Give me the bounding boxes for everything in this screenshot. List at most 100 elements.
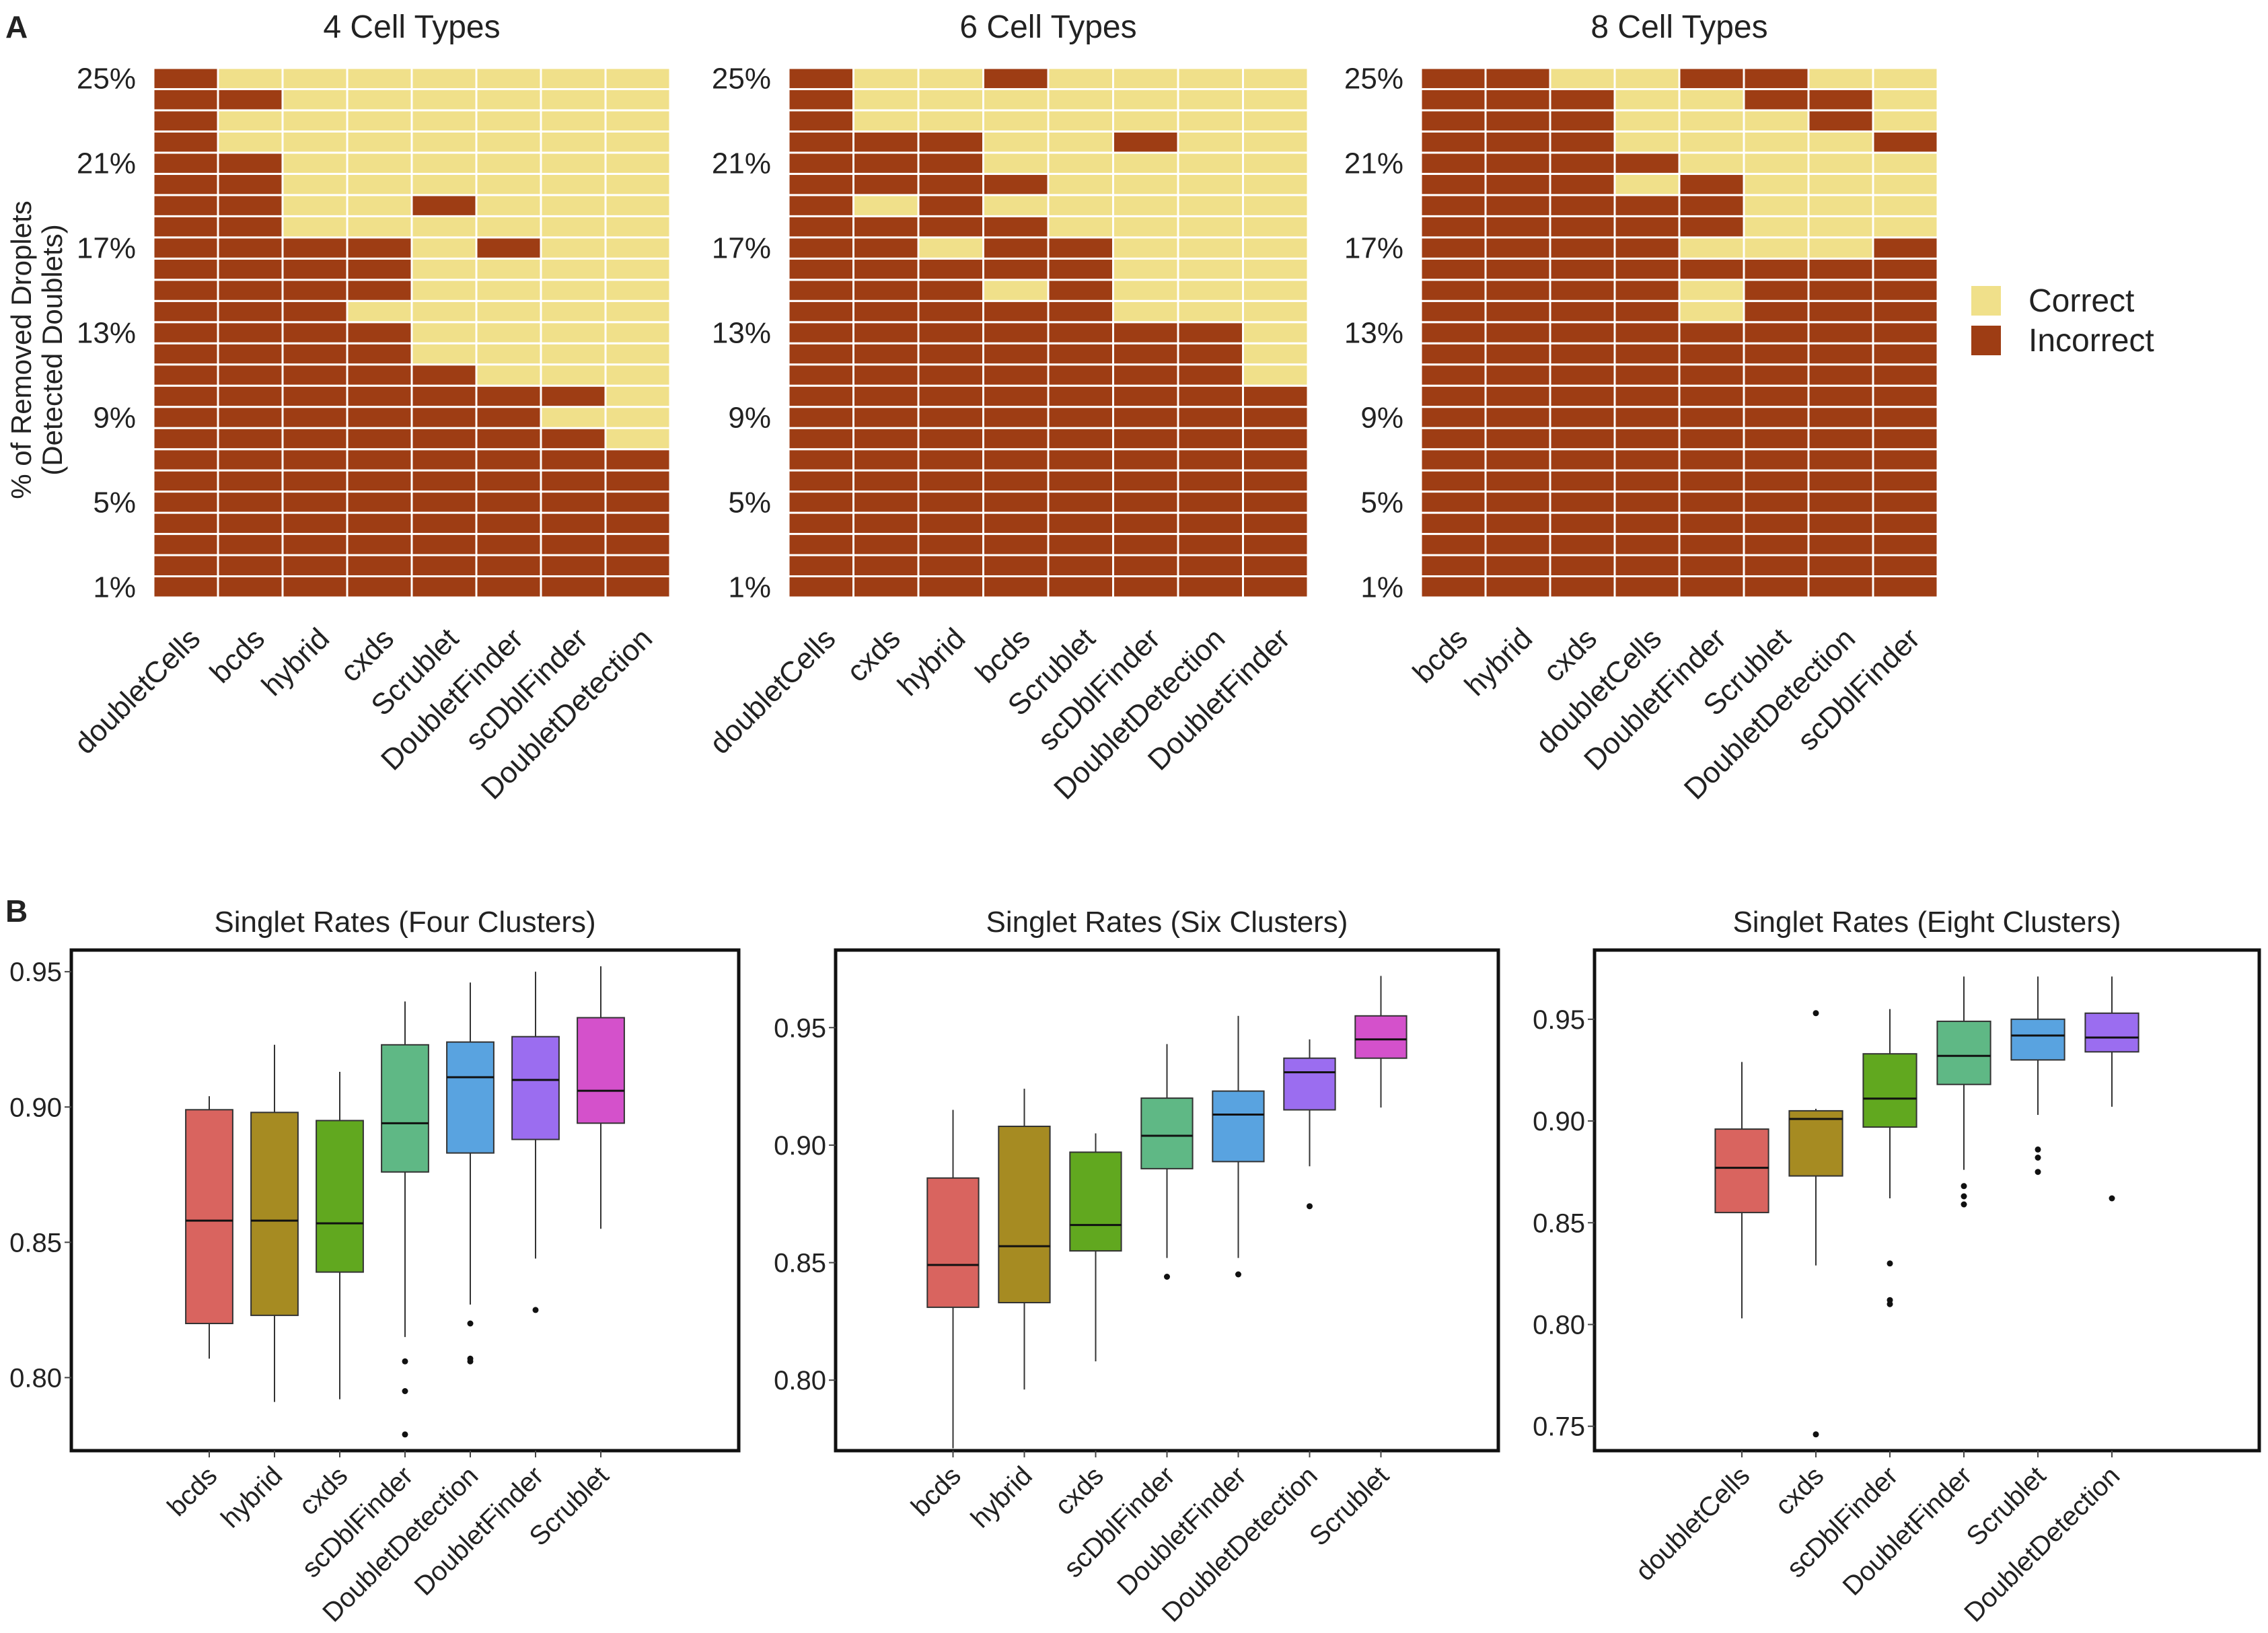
heatmap-cell [787, 151, 854, 175]
heatmap-cell [1872, 427, 1939, 451]
heatmap-cell [1743, 151, 1810, 175]
heatmap-cell [1678, 321, 1745, 344]
heatmap-cell [217, 533, 284, 556]
heatmap-cell [1047, 533, 1114, 556]
heatmap-cell [1047, 299, 1114, 324]
heatmap-cell [1549, 342, 1616, 366]
heatmap-cell [1743, 194, 1810, 217]
heatmap-cell [1678, 533, 1745, 556]
heatmap-cell [1807, 172, 1874, 196]
heatmap-cell [346, 491, 413, 514]
heatmap-cell [1484, 363, 1551, 387]
heatmap-cell [540, 491, 607, 514]
heatmap-cell [1743, 533, 1810, 556]
heatmap-cell [1807, 554, 1874, 578]
heatmap-cell [1743, 172, 1810, 196]
heatmap-cell [917, 172, 984, 196]
heatmap-cell [1613, 87, 1681, 112]
heatmap-cell [1872, 363, 1939, 387]
chart-title: Singlet Rates (Six Clusters) [986, 906, 1348, 939]
heatmap-cell [1678, 215, 1745, 239]
heatmap-cell [475, 448, 542, 472]
heatmap-cell [604, 109, 671, 133]
heatmap-cell [1743, 299, 1810, 324]
chart-title: 6 Cell Types [959, 9, 1136, 45]
heatmap-cell [787, 342, 854, 366]
heatmap-cell [982, 109, 1050, 133]
heatmap-cell [346, 469, 413, 493]
y-tick-label: 1% [728, 571, 771, 604]
heatmap-cell [1047, 172, 1114, 196]
heatmap-cell [1047, 406, 1114, 429]
heatmap-cell [410, 279, 478, 302]
heatmap-cell [852, 363, 920, 387]
heatmap-cell [1678, 299, 1745, 324]
heatmap-cell [1420, 87, 1487, 112]
heatmap-cell [281, 236, 349, 260]
heatmap-cell [475, 342, 542, 366]
y-tick-label: 13% [712, 317, 771, 350]
heatmap-cell [1242, 469, 1309, 493]
heatmap-cell [1177, 279, 1244, 302]
heatmap-cell [787, 215, 854, 239]
panel-b-label: B [5, 894, 28, 929]
y-tick-label: 9% [728, 401, 771, 434]
heatmap-cell [982, 151, 1050, 175]
y-tick-label: 21% [1344, 147, 1403, 180]
heatmap-cell [475, 215, 542, 239]
heatmap-cell [1549, 427, 1616, 451]
heatmap-cell [152, 384, 219, 408]
heatmap-cell [604, 448, 671, 472]
heatmap-cell [281, 448, 349, 472]
y-tick-label: 5% [93, 486, 136, 519]
outlier-point [1235, 1271, 1241, 1278]
heatmap-y-axis-title: % of Removed Droplets (Detected Doublets… [5, 201, 68, 499]
heatmap-cell [346, 511, 413, 536]
heatmap-cell [1678, 511, 1745, 536]
heatmap-cell [346, 448, 413, 472]
heatmap-cell [410, 575, 478, 599]
heatmap-cell [1807, 194, 1874, 217]
heatmap-cell [1807, 67, 1874, 90]
heatmap-cell [281, 363, 349, 387]
heatmap-cell [540, 67, 607, 90]
box [998, 1126, 1051, 1303]
heatmap-cell [540, 321, 607, 344]
heatmap-cell [1613, 384, 1681, 408]
y-axis-title-line-2: (Detected Doublets) [36, 224, 68, 476]
heatmap-cell [787, 257, 854, 281]
heatmap-cell [1484, 194, 1551, 217]
heatmap-cell [787, 511, 854, 536]
heatmap-cell [281, 491, 349, 514]
heatmap-cell [1807, 130, 1874, 154]
chart-title: Singlet Rates (Eight Clusters) [1732, 906, 2121, 939]
heatmap-cell [852, 194, 920, 217]
heatmap-cell [540, 299, 607, 324]
heatmap-cell [1484, 130, 1551, 154]
heatmap-cell [852, 554, 920, 578]
heatmap-cell [1112, 575, 1179, 599]
heatmap-cell [281, 215, 349, 239]
heatmap-cell [410, 363, 478, 387]
heatmap-cell [1484, 469, 1551, 493]
heatmap-cell [1743, 109, 1810, 133]
heatmap-cell [1872, 342, 1939, 366]
heatmap-cell [1420, 257, 1487, 281]
box [1212, 1090, 1265, 1163]
heatmap-cell [1872, 87, 1939, 112]
heatmap-cell [852, 299, 920, 324]
outlier-point [2035, 1155, 2041, 1161]
heatmap-cell [1613, 321, 1681, 344]
heatmap-cell [346, 406, 413, 429]
heatmap-cell [1743, 236, 1810, 260]
outlier-point [2035, 1169, 2041, 1175]
heatmap-cell [1807, 469, 1874, 493]
outlier-point [1887, 1301, 1893, 1307]
outlier-point [1961, 1183, 1967, 1190]
y-tick-label: 1% [93, 571, 136, 604]
heatmap-cell [1242, 151, 1309, 175]
heatmap-cell [604, 236, 671, 260]
heatmap-cell [1613, 257, 1681, 281]
heatmap-cell [1177, 533, 1244, 556]
heatmap-cell [1678, 448, 1745, 472]
